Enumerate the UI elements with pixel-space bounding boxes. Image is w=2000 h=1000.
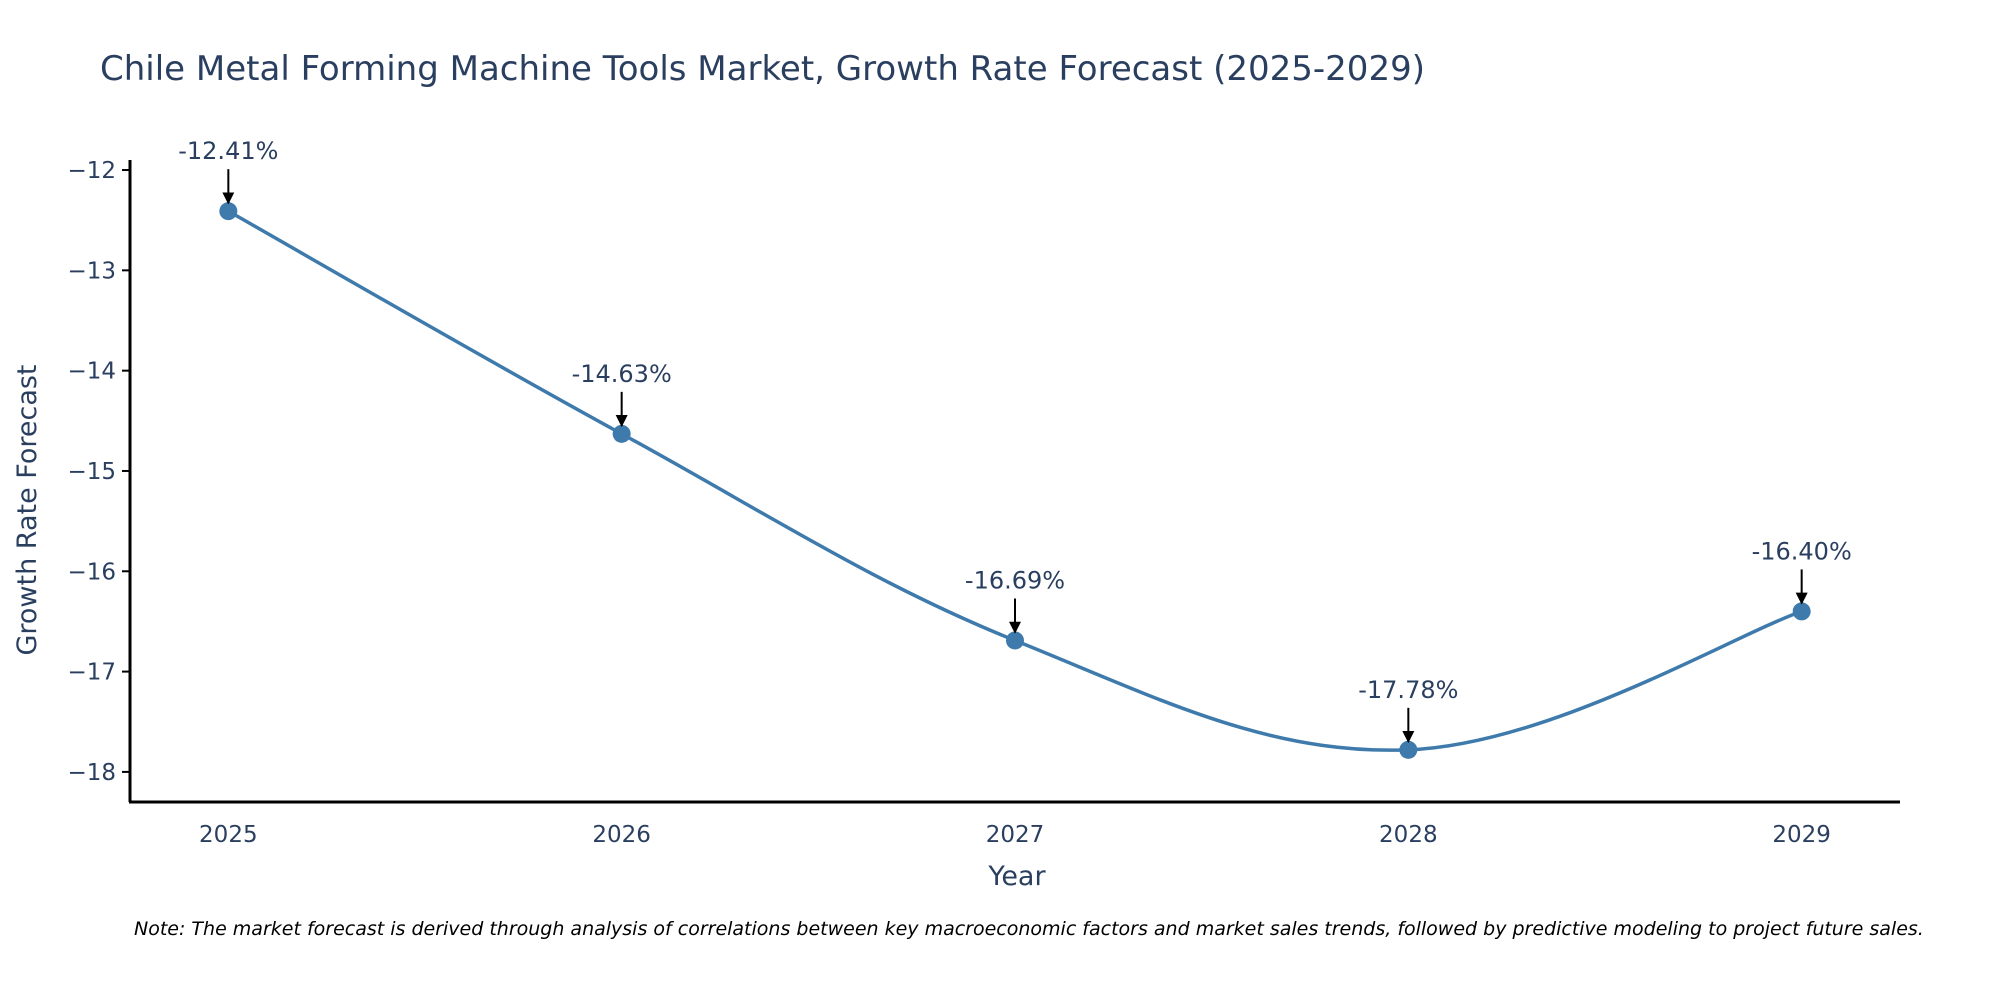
data-label: -12.41%	[178, 137, 278, 165]
data-point	[1792, 602, 1811, 621]
y-axis-title: Growth Rate Forecast	[12, 364, 43, 655]
data-label: -16.40%	[1752, 537, 1852, 565]
series-line	[227, 209, 1803, 752]
y-tick-label: −14	[67, 359, 116, 385]
x-tick-label: 2026	[592, 822, 651, 848]
data-label-annotations: -12.41% -14.63% -16.69% -17.78% -16.40%	[178, 137, 1852, 744]
y-tick-label: −16	[67, 559, 116, 585]
x-axis-title: Year	[987, 861, 1046, 892]
data-point	[1006, 631, 1024, 650]
x-tick-label: 2028	[1379, 822, 1438, 848]
data-point	[612, 424, 631, 443]
chart-title: Chile Metal Forming Machine Tools Market…	[100, 49, 1425, 89]
data-point	[1399, 740, 1418, 759]
x-axis-ticks: 2025 2026 2027 2028 2029	[199, 822, 1831, 848]
series-markers	[219, 202, 1811, 759]
data-label: -17.78%	[1358, 676, 1458, 704]
data-point	[219, 202, 238, 221]
x-tick-label: 2029	[1772, 822, 1831, 848]
y-tick-label: −15	[67, 459, 116, 485]
y-tick-label: −13	[67, 258, 116, 284]
x-tick-label: 2027	[986, 822, 1045, 848]
y-tick-label: −12	[67, 158, 116, 184]
y-axis-ticks: −12 −13 −14 −15 −16 −17 −18	[67, 158, 130, 786]
y-tick-label: −18	[67, 760, 116, 786]
data-label: -14.63%	[572, 360, 672, 388]
x-tick-label: 2025	[199, 822, 258, 848]
y-tick-label: −17	[67, 660, 116, 686]
data-label: -16.69%	[965, 566, 1065, 594]
footnote: Note: The market forecast is derived thr…	[134, 918, 1924, 940]
